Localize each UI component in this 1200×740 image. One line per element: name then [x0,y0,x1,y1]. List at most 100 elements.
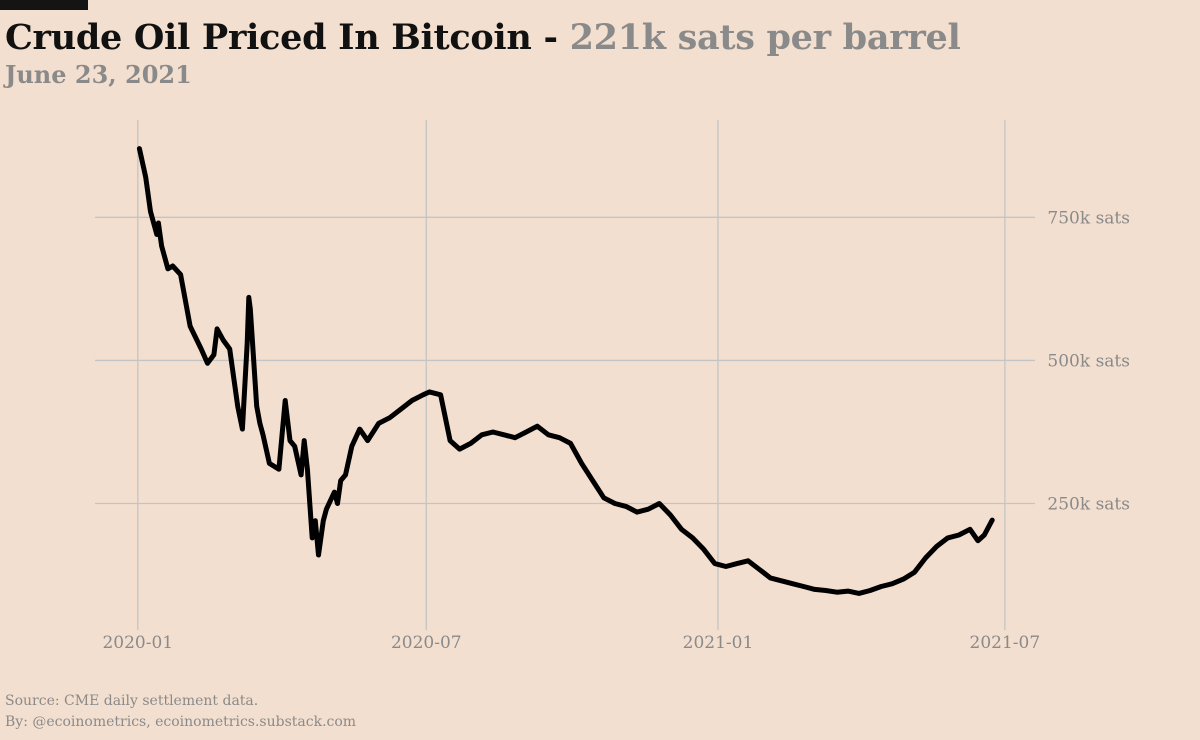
data-point [248,307,252,311]
data-point [735,562,739,566]
data-point [283,398,287,403]
data-point [299,473,303,477]
data-point [171,264,175,268]
y-tick-label: 750k sats [1047,208,1130,228]
data-point [324,507,328,511]
data-point [890,582,894,586]
data-point [968,527,972,531]
data-point [137,147,141,151]
data-point [199,347,203,351]
data-point [427,390,432,394]
data-point [935,544,939,549]
data-point [335,501,340,506]
data-point [166,267,170,271]
price-line [136,146,995,596]
data-point [824,588,828,593]
data-point [228,347,232,351]
data-point [679,527,684,531]
data-point [524,430,528,434]
x-tick-label: 2021-07 [970,633,1041,653]
data-point [912,570,917,574]
data-point [846,589,850,593]
data-point [646,507,650,511]
data-point [746,559,750,563]
data-point [879,584,883,589]
data-point [591,479,595,483]
title-separator: - [531,17,570,58]
data-point [448,439,452,443]
data-point [976,539,980,543]
data-point [802,584,806,589]
data-point [835,590,839,594]
data-point [779,579,784,583]
source-note: Source: CME daily settlement data. [5,693,259,709]
data-point [240,427,244,431]
data-point [339,479,343,483]
data-point [557,436,562,440]
data-point [255,404,259,408]
data-point [957,533,961,537]
data-point [288,439,292,443]
data-point [946,536,950,540]
data-point [313,519,317,523]
data-point [513,436,517,440]
y-tick-label: 500k sats [1047,351,1130,371]
chart-title: Crude Oil Priced In Bitcoin - 221k sats … [5,16,961,60]
data-point [205,361,210,365]
x-tick-label: 2020-01 [102,633,173,653]
data-point [702,547,706,551]
data-point [580,461,584,465]
data-point [358,427,362,431]
data-point [990,518,994,522]
data-point [790,582,795,586]
data-point [277,467,281,471]
byline-note: By: @ecoinometrics, ecoinometrics.substa… [5,714,357,730]
data-point [568,441,573,445]
x-tick-label: 2021-01 [683,633,754,653]
data-point [310,536,314,540]
data-point [491,430,495,434]
data-point [480,433,484,437]
chart-date: June 23, 2021 [5,60,192,89]
data-point [813,587,817,592]
data-point [245,341,249,345]
data-point [212,353,216,357]
data-point [188,324,192,328]
data-point [657,501,661,506]
data-point [868,588,872,593]
data-point [691,536,695,540]
data-point [321,519,325,523]
data-point [857,591,861,596]
title-main: Crude Oil Priced In Bitcoin [5,17,532,58]
data-point [668,513,673,517]
data-point [602,496,606,500]
data-point [343,473,348,477]
data-point [293,444,297,448]
data-point [439,393,443,397]
data-point [221,338,225,342]
data-point [267,461,271,465]
data-point [546,433,551,437]
data-point [410,398,414,403]
data-point [757,567,761,571]
y-tick-label: 250k sats [1047,495,1130,515]
data-point [247,295,251,299]
data-point [469,441,473,445]
data-point [624,504,628,508]
data-point [261,433,265,437]
data-point [332,490,336,494]
data-point [258,421,262,425]
data-point [155,232,159,237]
data-point [148,210,153,214]
data-point [399,407,403,411]
data-point [713,562,717,566]
data-point [613,501,617,506]
x-tick-label: 2020-07 [391,633,462,653]
data-point [144,175,148,179]
data-point [458,447,462,451]
data-point [901,577,906,581]
data-point [982,533,986,537]
data-point [350,444,354,448]
data-point [377,421,381,425]
